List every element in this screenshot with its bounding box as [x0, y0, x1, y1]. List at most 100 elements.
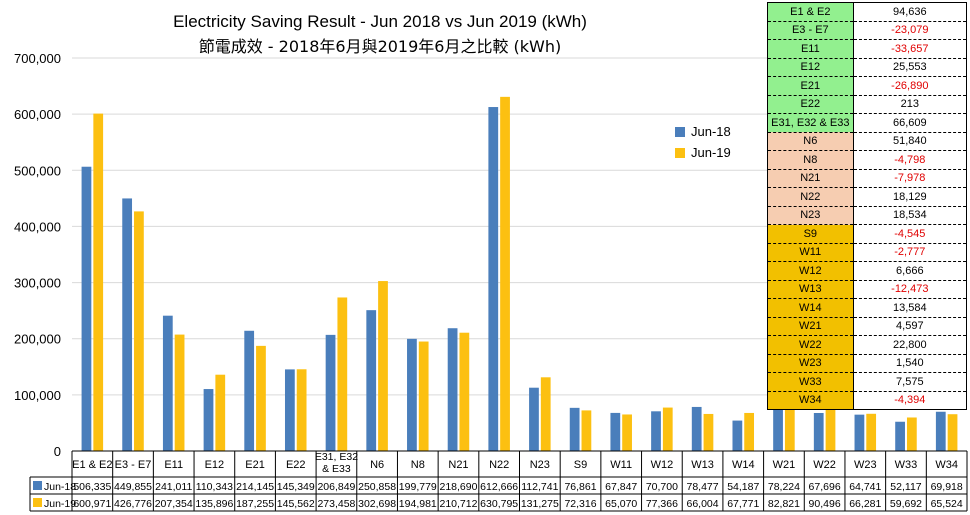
table-series-name: Jun-19: [44, 498, 76, 510]
savings-value: -23,079: [852, 21, 968, 40]
x-tick-label: E21: [245, 459, 265, 471]
x-tick-label: N6: [370, 459, 384, 471]
savings-value: 6,666: [852, 261, 968, 281]
bar-jun19: [418, 341, 429, 451]
bar-jun18: [610, 412, 621, 451]
table-value: 426,776: [114, 498, 152, 510]
y-tick-label: 500,000: [14, 163, 61, 178]
x-tick-label: E11: [164, 459, 183, 471]
bar-jun18: [407, 338, 417, 451]
x-tick-label: N8: [411, 459, 425, 471]
savings-row: W13 -12,473: [767, 280, 968, 299]
table-value: 241,011: [155, 481, 192, 493]
x-tick-label: E1 & E2: [72, 459, 112, 471]
table-value: 630,795: [480, 498, 518, 510]
bar-jun18: [732, 420, 743, 451]
y-tick-label: 600,000: [14, 107, 61, 122]
savings-row: E22 213: [767, 95, 968, 114]
savings-building-name: E11: [767, 39, 854, 59]
legend-label-jun19: Jun-19: [691, 145, 731, 160]
bar-jun18: [284, 369, 295, 451]
table-value: 52,117: [890, 481, 921, 493]
savings-building-name: W22: [767, 335, 854, 355]
legend-item-jun18: Jun-18: [675, 124, 731, 139]
legend-label-jun18: Jun-18: [691, 124, 731, 139]
y-tick-label: 200,000: [14, 332, 61, 347]
x-tick-label: E3 - E7: [115, 459, 152, 471]
x-tick-label: N21: [448, 459, 468, 471]
table-value: 64,741: [849, 481, 881, 493]
savings-building-name: N6: [767, 132, 854, 151]
table-value: 72,316: [564, 498, 596, 510]
table-value: 302,698: [358, 498, 396, 510]
table-value: 66,281: [849, 498, 881, 510]
table-value: 199,779: [399, 481, 437, 493]
x-tick-label: E12: [205, 459, 225, 471]
table-value: 131,275: [521, 498, 559, 510]
x-tick-label: W21: [773, 459, 796, 471]
savings-building-name: W34: [767, 391, 854, 410]
table-value: 66,004: [687, 498, 719, 510]
bar-jun19: [947, 414, 958, 451]
bar-jun18: [854, 414, 865, 451]
savings-value: 25,553: [852, 58, 968, 77]
bar-jun18: [773, 407, 783, 451]
bar-jun18: [935, 411, 946, 451]
x-tick-label: N22: [489, 459, 509, 471]
savings-row: W23 1,540: [767, 354, 968, 373]
bar-jun18: [122, 198, 133, 451]
bar-jun19: [866, 413, 877, 451]
savings-value: -4,545: [852, 224, 968, 244]
savings-building-name: E22: [767, 95, 854, 114]
bar-jun19: [215, 374, 226, 451]
x-tick-label: E22: [286, 459, 306, 471]
bar-jun19: [256, 345, 266, 451]
table-value: 82,821: [768, 498, 800, 510]
table-value: 506,335: [73, 481, 111, 493]
savings-value: 18,129: [852, 187, 968, 207]
table-value: 145,349: [277, 481, 315, 493]
bar-jun19: [906, 417, 917, 451]
savings-row: N6 51,840: [767, 132, 968, 151]
bar-jun18: [244, 330, 255, 451]
savings-building-name: N8: [767, 150, 854, 170]
savings-building-name: N22: [767, 187, 854, 207]
savings-building-name: E3 - E7: [767, 21, 854, 40]
savings-value: 66,609: [852, 113, 968, 133]
savings-building-name: E12: [767, 58, 854, 77]
table-value: 187,255: [236, 498, 274, 510]
savings-value: 1,540: [852, 354, 968, 373]
x-tick-label: W13: [691, 459, 714, 471]
savings-row: S9 -4,545: [767, 224, 968, 244]
savings-row: W21 4,597: [767, 317, 968, 336]
savings-building-name: W21: [767, 317, 854, 336]
x-tick-label: N23: [530, 459, 550, 471]
table-value: 69,918: [931, 481, 963, 493]
table-legend-key: [33, 498, 42, 507]
table-value: 110,343: [196, 481, 233, 493]
bar-jun18: [529, 387, 539, 451]
bar-jun18: [691, 406, 702, 451]
table-value: 449,855: [114, 481, 152, 493]
bar-jun18: [325, 334, 336, 451]
savings-row: W33 7,575: [767, 372, 968, 392]
savings-value: 4,597: [852, 317, 968, 336]
table-legend-key: [33, 481, 42, 490]
savings-row: W22 22,800: [767, 335, 968, 355]
bar-jun18: [447, 328, 458, 451]
y-tick-label: 100,000: [14, 388, 61, 403]
savings-value: 13,584: [852, 298, 968, 318]
savings-building-name: W14: [767, 298, 854, 318]
table-value: 112,741: [521, 481, 558, 493]
y-tick-label: 400,000: [14, 219, 61, 234]
savings-building-name: E1 & E2: [767, 2, 854, 22]
table-value: 67,696: [809, 481, 841, 493]
table-value: 214,145: [236, 481, 274, 493]
savings-building-name: W33: [767, 372, 854, 392]
bar-jun18: [203, 389, 214, 451]
table-value: 145,562: [277, 498, 315, 510]
legend-item-jun19: Jun-19: [675, 145, 731, 160]
bar-jun18: [895, 421, 905, 451]
savings-value: 7,575: [852, 372, 968, 392]
